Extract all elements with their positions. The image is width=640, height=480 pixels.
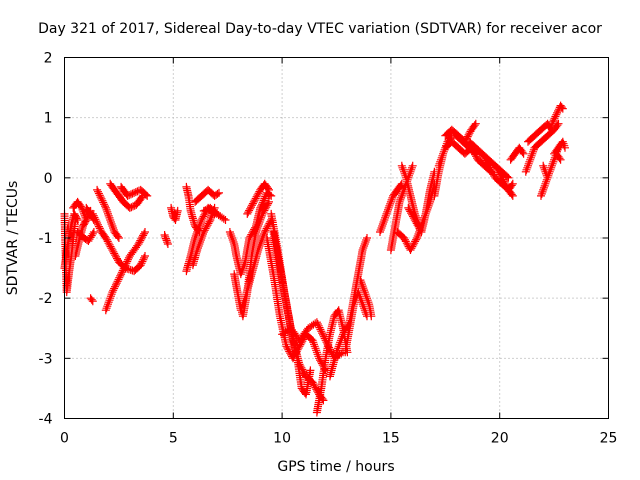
scatter-points xyxy=(60,101,569,417)
y-tick-label: 2 xyxy=(44,51,53,67)
data-markers xyxy=(60,101,569,417)
x-tick-label: 15 xyxy=(382,431,400,447)
x-tick-label: 10 xyxy=(273,431,291,447)
axis-tick-labels: 0 5 10 15 20 25 -4 -3 -2 -1 0 1 2 xyxy=(39,51,618,447)
chart-title: Day 321 of 2017, Sidereal Day-to-day VTE… xyxy=(38,21,602,37)
y-tick-label: -3 xyxy=(39,351,53,367)
x-tick-label: 5 xyxy=(169,431,178,447)
series-0 xyxy=(60,101,569,417)
x-axis-label: GPS time / hours xyxy=(277,459,394,475)
y-tick-label: -4 xyxy=(39,412,53,428)
axis-ticks xyxy=(64,57,609,419)
y-tick-label: 0 xyxy=(44,171,53,187)
x-tick-label: 0 xyxy=(60,431,69,447)
y-axis-label: SDTVAR / TECUs xyxy=(5,181,21,296)
x-tick-label: 20 xyxy=(491,431,509,447)
y-tick-label: -2 xyxy=(39,291,53,307)
x-tick-label: 25 xyxy=(600,431,618,447)
y-tick-label: -1 xyxy=(39,231,53,247)
y-tick-label: 1 xyxy=(44,111,53,127)
